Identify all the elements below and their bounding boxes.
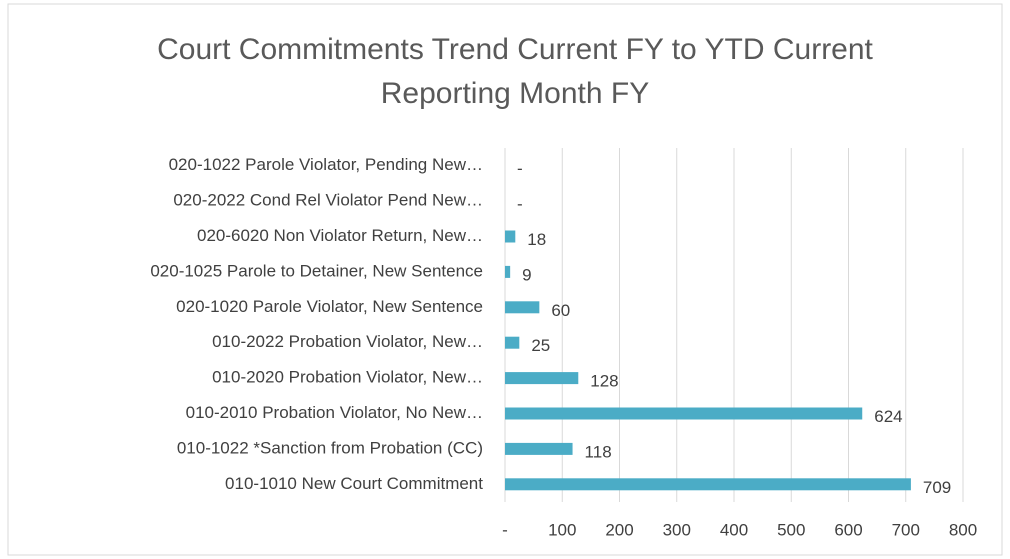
- bar: [505, 230, 516, 243]
- x-tick-label: 400: [720, 520, 748, 539]
- bar: [505, 301, 540, 314]
- chart-title: Court Commitments Trend Current FY to YT…: [157, 33, 873, 110]
- x-tick-label: 200: [605, 520, 633, 539]
- data-label: 60: [551, 301, 570, 320]
- bar: [505, 442, 573, 455]
- y-tick-label: 020-1022 Parole Violator, Pending New…: [169, 155, 483, 174]
- x-tick-label: 500: [777, 520, 805, 539]
- y-tick-label: 010-1010 New Court Commitment: [225, 474, 483, 493]
- x-tick-label: 300: [663, 520, 691, 539]
- data-label: 25: [531, 336, 550, 355]
- x-tick-label: 600: [834, 520, 862, 539]
- bar: [505, 478, 911, 491]
- y-tick-label: 020-1020 Parole Violator, New Sentence: [176, 297, 483, 316]
- data-label: 709: [923, 478, 951, 497]
- x-tick-label: -: [502, 520, 508, 539]
- bar: [505, 407, 863, 420]
- data-label: -: [517, 195, 523, 214]
- bar: [505, 265, 511, 278]
- x-tick-label: 700: [892, 520, 920, 539]
- x-tick-label: 100: [548, 520, 576, 539]
- y-tick-label: 020-1025 Parole to Detainer, New Sentenc…: [150, 261, 483, 280]
- data-label: 624: [874, 407, 902, 426]
- y-tick-label: 010-2020 Probation Violator, New…: [212, 368, 483, 387]
- data-label: 9: [522, 265, 531, 284]
- y-tick-label: 010-2022 Probation Violator, New…: [212, 332, 483, 351]
- data-label: 118: [585, 442, 612, 461]
- y-tick-label: 010-1022 *Sanction from Probation (CC): [177, 438, 483, 457]
- y-tick-label: 020-2022 Cond Rel Violator Pend New…: [173, 191, 483, 210]
- data-label: -: [517, 159, 523, 178]
- bar: [505, 372, 579, 385]
- chart-border: [7, 3, 1003, 556]
- x-tick-label: 800: [949, 520, 977, 539]
- data-label: 18: [527, 230, 546, 249]
- data-label: 128: [590, 372, 618, 391]
- bar: [505, 336, 520, 349]
- y-tick-label: 010-2010 Probation Violator, No New…: [186, 403, 483, 422]
- y-tick-label: 020-6020 Non Violator Return, New…: [197, 226, 483, 245]
